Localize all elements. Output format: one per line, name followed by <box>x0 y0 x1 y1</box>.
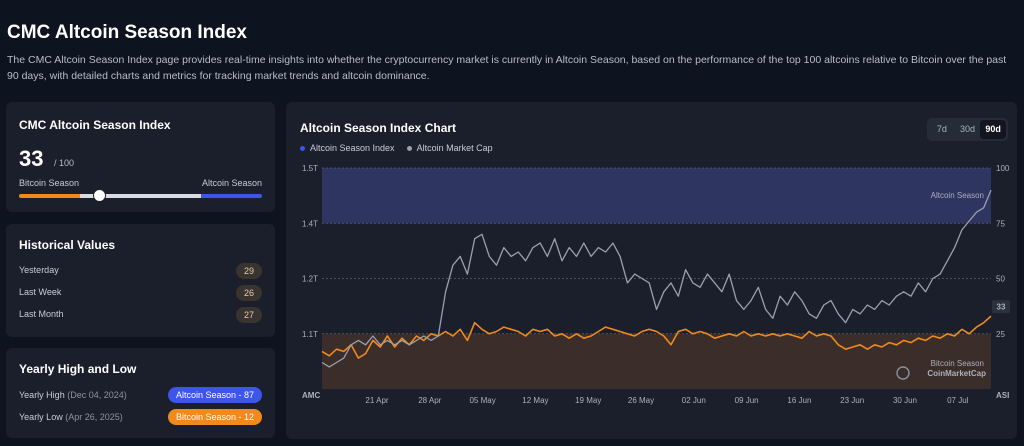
yearly-low-row: Yearly Low (Apr 26, 2025) Bitcoin Season… <box>19 409 262 425</box>
legend-dot-icon <box>406 145 412 151</box>
yearly-high-low-card: Yearly High and Low Yearly High (Dec 04,… <box>6 348 275 438</box>
x-axis-tick-label: 02 Jun <box>682 396 706 405</box>
right-axis-tick-label: 75 <box>996 219 1005 228</box>
historical-value-badge: 27 <box>236 307 262 323</box>
legend-item-altcoin-market-cap[interactable]: Altcoin Market Cap <box>406 143 493 153</box>
range-7d-button[interactable]: 7d <box>936 124 947 134</box>
x-axis-tick-label: 12 May <box>522 396 548 405</box>
historical-values-title: Historical Values <box>19 238 116 252</box>
page-title: CMC Altcoin Season Index <box>7 22 247 43</box>
x-axis-tick-label: 07 Jul <box>947 396 969 405</box>
right-axis-tick-label: 25 <box>996 330 1005 339</box>
legend-label: Altcoin Market Cap <box>416 143 493 153</box>
season-gauge-track <box>19 194 262 198</box>
yearly-low-label: Yearly Low (Apr 26, 2025) <box>19 412 123 422</box>
right-axis-tick-label: 100 <box>996 164 1010 173</box>
yearly-high-low-title: Yearly High and Low <box>19 362 137 376</box>
legend-item-altcoin-season-index[interactable]: Altcoin Season Index <box>300 143 395 153</box>
altcoin-season-label: Altcoin Season <box>201 178 262 188</box>
current-value-label: 33 <box>997 303 1006 312</box>
x-axis-tick-label: 21 Apr <box>365 396 388 405</box>
current-value-badge <box>992 300 1010 314</box>
index-value: 33 <box>19 146 44 171</box>
yearly-high-row: Yearly High (Dec 04, 2024) Altcoin Seaso… <box>19 387 262 403</box>
x-axis-tick-label: 09 Jun <box>735 396 759 405</box>
left-axis-tick-label: 1.1T <box>302 330 318 339</box>
historical-values-card: Historical Values Yesterday 29 Last Week… <box>6 224 275 337</box>
chart-title: Altcoin Season Index Chart <box>300 121 457 135</box>
x-axis-tick-label: 28 Apr <box>418 396 441 405</box>
coinmarketcap-watermark: CoinMarketCap <box>927 369 986 378</box>
bitcoin-season-zone <box>322 333 991 389</box>
x-axis-tick-label: 26 May <box>628 396 654 405</box>
page-description: The CMC Altcoin Season Index page provid… <box>7 54 1007 82</box>
right-axis-label: ASI <box>996 391 1009 400</box>
left-axis-tick-label: 1.2T <box>302 275 318 284</box>
altcoin-season-chart: 1.5T 1.4T 1.2T 1.1T 100 75 50 25 AMC ASI 21 Apr 28 … <box>302 164 1010 405</box>
left-axis-label: AMC <box>302 391 320 400</box>
range-90d-button[interactable]: 90d <box>980 120 1007 139</box>
historical-row-yesterday: Yesterday 29 <box>19 263 262 279</box>
yearly-high-date: (Dec 04, 2024) <box>67 390 127 400</box>
coinmarketcap-logo-icon <box>896 366 910 380</box>
yearly-high-label: Yearly High (Dec 04, 2024) <box>19 390 127 400</box>
x-axis-tick-label: 16 Jun <box>787 396 811 405</box>
legend-label: Altcoin Season Index <box>310 143 395 153</box>
index-card: CMC Altcoin Season Index 33 / 100 Bitcoi… <box>6 102 275 212</box>
chart-card: 1.5T 1.4T 1.2T 1.1T 100 75 50 25 AMC ASI 21 Apr 28 … <box>286 102 1017 439</box>
bitcoin-season-zone-label: Bitcoin Season <box>931 359 984 368</box>
index-max: / 100 <box>54 158 75 168</box>
bitcoin-season-label: Bitcoin Season <box>19 178 80 188</box>
right-axis-tick-label: 50 <box>996 275 1005 284</box>
historical-row-last-week: Last Week 26 <box>19 285 262 301</box>
x-axis-tick-label: 05 May <box>469 396 495 405</box>
range-selector: 7d 30d 90d <box>927 118 1008 141</box>
historical-row-last-month: Last Month 27 <box>19 307 262 323</box>
yearly-high-badge: Altcoin Season - 87 <box>168 387 262 403</box>
yearly-low-badge: Bitcoin Season - 12 <box>168 409 262 425</box>
altcoin-season-zone-label: Altcoin Season <box>931 191 984 200</box>
yearly-low-date: (Apr 26, 2025) <box>65 412 123 422</box>
historical-label: Yesterday <box>19 265 59 275</box>
range-30d-button[interactable]: 30d <box>959 124 976 134</box>
x-axis-tick-label: 19 May <box>575 396 601 405</box>
season-gauge-thumb <box>93 190 105 201</box>
altcoin-season-index-line <box>321 315 992 359</box>
historical-label: Last Month <box>19 309 64 319</box>
altcoin-market-cap-line <box>321 189 992 368</box>
chart-legend: Altcoin Season Index Altcoin Market Cap <box>300 143 493 153</box>
legend-dot-icon <box>300 145 305 151</box>
altcoin-season-zone <box>322 168 991 224</box>
x-axis-tick-label: 23 Jun <box>840 396 864 405</box>
left-axis-tick-label: 1.5T <box>302 164 318 173</box>
x-axis-tick-label: 30 Jun <box>893 396 917 405</box>
historical-value-badge: 26 <box>236 285 262 301</box>
left-axis-tick-label: 1.4T <box>302 219 318 228</box>
historical-value-badge: 29 <box>236 263 262 279</box>
historical-label: Last Week <box>19 287 62 297</box>
index-card-title: CMC Altcoin Season Index <box>19 118 171 132</box>
